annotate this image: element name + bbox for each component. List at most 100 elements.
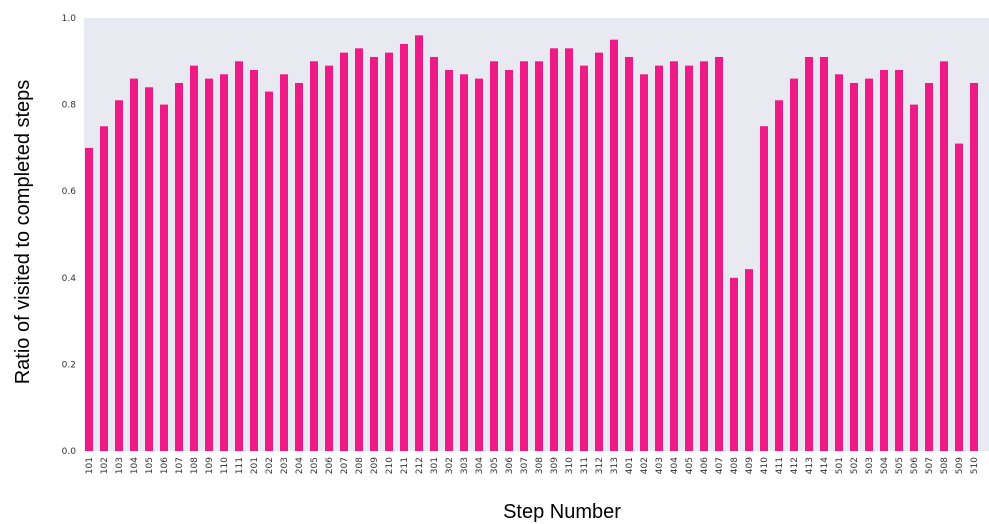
x-tick-label: 302 [445, 457, 455, 474]
y-tick-label: 0.6 [62, 187, 77, 197]
x-tick-label: 413 [805, 457, 815, 474]
bar-series [85, 35, 978, 452]
x-tick-label: 504 [880, 457, 890, 474]
bar [520, 61, 528, 452]
bar [130, 78, 138, 452]
bar [160, 104, 168, 451]
x-tick-label: 105 [145, 457, 155, 474]
x-tick-label: 505 [895, 457, 905, 474]
x-tick-label: 311 [580, 457, 590, 474]
bar [490, 61, 498, 452]
x-tick-label: 111 [235, 457, 245, 474]
x-tick-label: 407 [715, 457, 725, 474]
x-tick-label: 313 [610, 457, 620, 474]
bar [655, 65, 663, 451]
x-tick-label: 209 [370, 457, 380, 474]
bar [280, 74, 288, 451]
x-tick-label: 502 [850, 457, 860, 474]
y-tick-label: 0.8 [62, 101, 77, 111]
x-tick-label: 304 [475, 457, 485, 474]
bar [85, 147, 93, 451]
y-axis-title: Ratio of visited to completed steps [12, 80, 34, 385]
bar [355, 48, 363, 452]
x-tick-label: 401 [625, 457, 635, 474]
x-tick-label: 403 [655, 457, 665, 474]
bar [670, 61, 678, 452]
x-tick-label: 306 [505, 457, 515, 474]
x-tick-label: 212 [415, 457, 425, 474]
bar [475, 78, 483, 452]
x-tick-label: 102 [100, 457, 110, 474]
x-tick-label: 110 [220, 457, 230, 474]
x-tick-label: 109 [205, 457, 215, 474]
bar [580, 65, 588, 451]
x-tick-label: 501 [835, 457, 845, 474]
x-tick-label: 503 [865, 457, 875, 474]
x-tick-label: 301 [430, 457, 440, 474]
x-tick-label: 308 [535, 457, 545, 474]
bar [850, 82, 858, 451]
y-tick-label: 0.4 [62, 274, 77, 284]
x-tick-label: 203 [280, 457, 290, 474]
bar [790, 78, 798, 452]
x-tick-label: 207 [340, 457, 350, 474]
bar [835, 74, 843, 451]
bar [925, 82, 933, 451]
bar [415, 35, 423, 451]
x-tick-label: 404 [670, 457, 680, 474]
x-tick-label: 309 [550, 457, 560, 474]
bar [535, 61, 543, 452]
bar [385, 52, 393, 451]
x-tick-label: 204 [295, 457, 305, 474]
x-tick-label: 103 [115, 457, 125, 474]
x-tick-label: 107 [175, 457, 185, 474]
x-tick-label: 312 [595, 457, 605, 474]
bar [610, 39, 618, 452]
x-tick-label: 510 [970, 457, 980, 474]
bar [310, 61, 318, 452]
x-tick-label: 409 [745, 457, 755, 474]
x-tick-label: 303 [460, 457, 470, 474]
x-tick-label: 509 [955, 457, 965, 474]
y-tick-label: 1.0 [62, 14, 77, 24]
bar [730, 277, 738, 451]
bar [295, 82, 303, 451]
x-axis: 101 102 103 104 105 106 107 108 109 110 111 201 202 2… [85, 457, 980, 474]
bar [145, 87, 153, 451]
bar [505, 69, 513, 452]
x-tick-label: 104 [130, 457, 140, 474]
x-tick-label: 106 [160, 457, 170, 474]
y-tick-label: 0.2 [62, 360, 76, 370]
bar [820, 56, 828, 451]
x-axis-title: Step Number [503, 501, 621, 523]
bar [100, 126, 108, 451]
bar [910, 104, 918, 451]
bar [250, 69, 258, 452]
bar [235, 61, 243, 452]
bar [700, 61, 708, 452]
bar [400, 43, 408, 451]
x-tick-label: 508 [940, 457, 950, 474]
bar [550, 48, 558, 452]
bar [340, 52, 348, 451]
bar [325, 65, 333, 451]
bar [775, 100, 783, 452]
x-tick-label: 406 [700, 457, 710, 474]
bar [745, 269, 753, 451]
bar [190, 65, 198, 451]
bar [430, 56, 438, 451]
bar [955, 143, 963, 451]
bar [460, 74, 468, 451]
bar [880, 69, 888, 452]
bar [940, 61, 948, 452]
bar [175, 82, 183, 451]
bar [715, 56, 723, 451]
bar [685, 65, 693, 451]
bar [970, 82, 978, 451]
y-tick-label: 0.0 [62, 447, 77, 457]
bar [760, 126, 768, 451]
bar [895, 69, 903, 452]
y-axis: 0.0 0.2 0.4 0.6 0.8 1.0 [62, 14, 77, 457]
